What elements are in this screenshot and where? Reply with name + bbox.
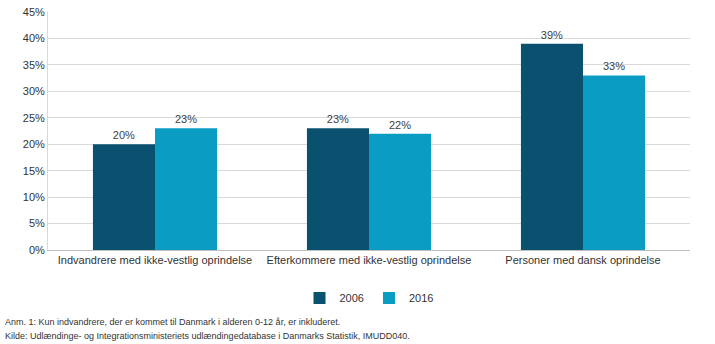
svg-text:Anm. 1: Kun indvandrere, der e: Anm. 1: Kun indvandrere, der er kommet t… bbox=[5, 317, 340, 327]
svg-text:23%: 23% bbox=[175, 113, 197, 125]
svg-text:2016: 2016 bbox=[409, 292, 433, 304]
svg-text:35%: 35% bbox=[23, 59, 45, 71]
svg-text:5%: 5% bbox=[29, 217, 45, 229]
svg-text:Personer med dansk oprindelse: Personer med dansk oprindelse bbox=[505, 254, 660, 266]
svg-text:25%: 25% bbox=[23, 112, 45, 124]
svg-text:20%: 20% bbox=[113, 129, 135, 141]
svg-text:Kilde: Udlændinge- og Integrat: Kilde: Udlændinge- og Integrationsminist… bbox=[5, 331, 410, 341]
svg-text:33%: 33% bbox=[603, 60, 625, 72]
svg-text:20%: 20% bbox=[23, 138, 45, 150]
svg-text:22%: 22% bbox=[389, 119, 411, 131]
svg-text:0%: 0% bbox=[29, 244, 45, 256]
svg-text:45%: 45% bbox=[23, 6, 45, 18]
svg-text:23%: 23% bbox=[327, 113, 349, 125]
svg-text:40%: 40% bbox=[23, 32, 45, 44]
svg-text:Efterkommere med ikke-vestlig: Efterkommere med ikke-vestlig oprindelse bbox=[267, 254, 472, 266]
svg-text:Indvandrere med ikke-vestlig o: Indvandrere med ikke-vestlig oprindelse bbox=[58, 254, 252, 266]
svg-text:30%: 30% bbox=[23, 85, 45, 97]
svg-text:10%: 10% bbox=[23, 191, 45, 203]
svg-text:39%: 39% bbox=[541, 29, 563, 41]
svg-text:15%: 15% bbox=[23, 165, 45, 177]
svg-text:2006: 2006 bbox=[340, 292, 364, 304]
